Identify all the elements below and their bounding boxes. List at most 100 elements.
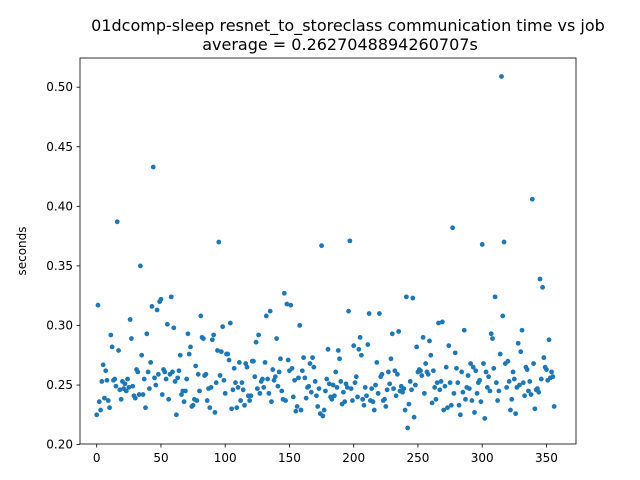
data-point [164,321,170,327]
data-point [171,325,177,331]
data-point [251,358,256,364]
data-point [193,363,199,369]
data-point [388,356,394,362]
y-axis-label: seconds [15,226,29,275]
data-point [248,393,254,399]
data-point [477,377,483,383]
data-point [369,386,375,391]
data-point [176,368,182,374]
data-point [130,383,136,389]
data-point [253,339,259,345]
data-point [266,390,272,396]
data-point [148,359,154,365]
data-point [540,284,545,290]
data-point [460,389,466,395]
chart-title: 01dcomp-sleep resnet_to_storeclass commu… [91,16,605,36]
data-point [263,313,269,319]
data-point [492,294,498,300]
y-tick-label: 0.45 [46,140,73,154]
data-point [200,336,206,341]
data-point [351,343,357,349]
data-point [149,304,155,309]
data-point [360,396,366,402]
data-point [184,376,190,382]
data-point [143,405,148,411]
data-point [454,365,459,371]
data-point [198,313,204,319]
data-point [303,395,309,401]
data-point [262,359,268,365]
data-point [222,390,228,396]
data-point [274,336,279,341]
data-point [285,357,291,363]
data-point [355,394,360,400]
data-point [410,295,416,301]
data-point [531,361,536,366]
data-point [267,308,273,314]
data-point [433,396,439,402]
data-point [466,386,472,391]
data-point [108,332,114,338]
data-point [173,412,179,418]
data-point [126,385,132,390]
data-point [412,382,418,388]
data-point [382,396,387,402]
data-point [338,379,344,384]
data-point [537,276,543,282]
data-point [342,399,348,405]
data-point [384,387,390,393]
data-point [493,380,499,386]
data-point [430,368,436,374]
data-point [406,401,412,407]
data-point [468,361,474,366]
y-tick-label: 0.50 [46,80,73,94]
x-tick-label: 50 [153,451,168,465]
data-point [220,324,226,330]
data-point [409,387,414,393]
data-point [188,344,193,350]
data-point [231,365,237,371]
data-point [194,398,200,403]
x-tick-label: 300 [471,451,494,465]
data-point [473,368,479,374]
data-point [96,399,102,405]
data-point [550,374,556,380]
data-point [311,364,317,370]
data-point [379,371,385,377]
data-point [334,385,340,390]
data-point [276,369,282,375]
data-point [394,371,400,377]
data-point [528,392,534,397]
data-point [325,346,331,352]
data-point [290,394,296,400]
data-point [427,338,432,344]
data-point [181,399,187,405]
data-point [272,374,278,380]
data-point [509,396,515,402]
data-point [269,399,274,405]
data-point [112,376,118,382]
data-point [195,371,201,377]
data-point [312,379,318,384]
data-point [352,380,358,386]
data-point [418,368,423,374]
data-point [315,404,321,409]
data-point [519,327,525,333]
data-point [100,362,106,368]
data-point [511,376,517,382]
data-point [456,402,462,408]
plot-frame [79,57,577,445]
data-point [218,349,224,355]
data-point [377,311,382,316]
data-point [455,380,461,386]
data-point [510,369,516,375]
data-point [383,404,389,409]
data-point [321,407,327,413]
data-point [374,359,380,365]
data-point [260,376,265,382]
data-point [527,379,533,384]
data-point [370,399,376,405]
data-point [520,380,526,386]
data-point [375,390,381,396]
data-point [549,369,554,375]
